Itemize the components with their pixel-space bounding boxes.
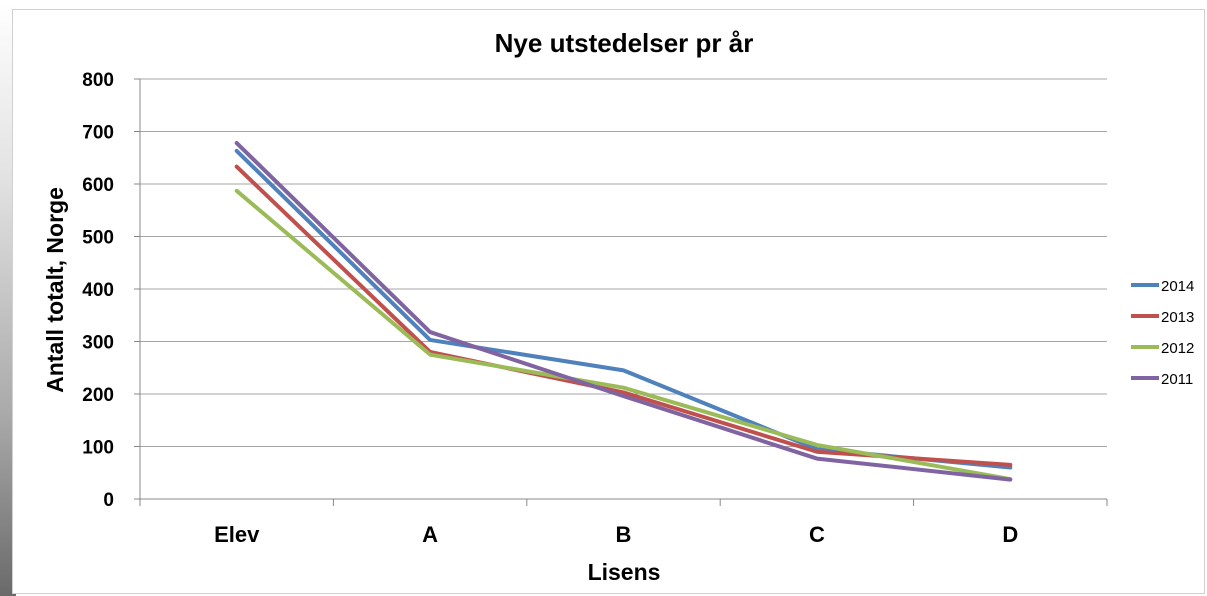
x-tick-label: C — [809, 522, 825, 547]
y-tick-label: 400 — [82, 280, 114, 301]
legend-label: 2013 — [1161, 309, 1194, 326]
series-line-2013 — [234, 164, 1013, 467]
gridlines — [140, 78, 1107, 447]
y-tick-label: 700 — [82, 123, 114, 144]
chart-title: Nye utstedelser pr år — [495, 28, 754, 58]
y-tick-label: 200 — [82, 385, 114, 406]
y-tick-label: 0 — [103, 490, 114, 511]
series-line-2014 — [234, 148, 1013, 470]
series-line-2012 — [234, 188, 1013, 482]
y-tick-label: 600 — [82, 175, 114, 196]
y-tick-labels: 0 100 200 300 400 500 600 700 800 — [82, 70, 114, 511]
x-tick-label: D — [1002, 522, 1018, 547]
legend: 2014 2013 2012 2011 — [1131, 278, 1194, 388]
y-tick-label: 100 — [82, 438, 114, 459]
chart-frame — [12, 9, 1205, 594]
x-tick-label: A — [422, 522, 438, 547]
x-tick-label: Elev — [214, 522, 260, 547]
x-tick-label: B — [616, 522, 632, 547]
legend-label: 2012 — [1161, 340, 1194, 357]
y-tick-label: 300 — [82, 333, 114, 354]
x-axis-title: Lisens — [588, 559, 661, 585]
legend-label: 2014 — [1161, 278, 1194, 295]
series-line-2011 — [234, 141, 1013, 482]
legend-label: 2011 — [1161, 371, 1193, 388]
y-tick-label: 800 — [82, 70, 114, 91]
axes — [134, 78, 1108, 506]
series-lines — [234, 141, 1013, 482]
y-axis-title: Antall totalt, Norge — [42, 187, 68, 393]
x-tick-labels: Elev A B C D — [214, 522, 1018, 547]
y-tick-label: 500 — [82, 228, 114, 249]
